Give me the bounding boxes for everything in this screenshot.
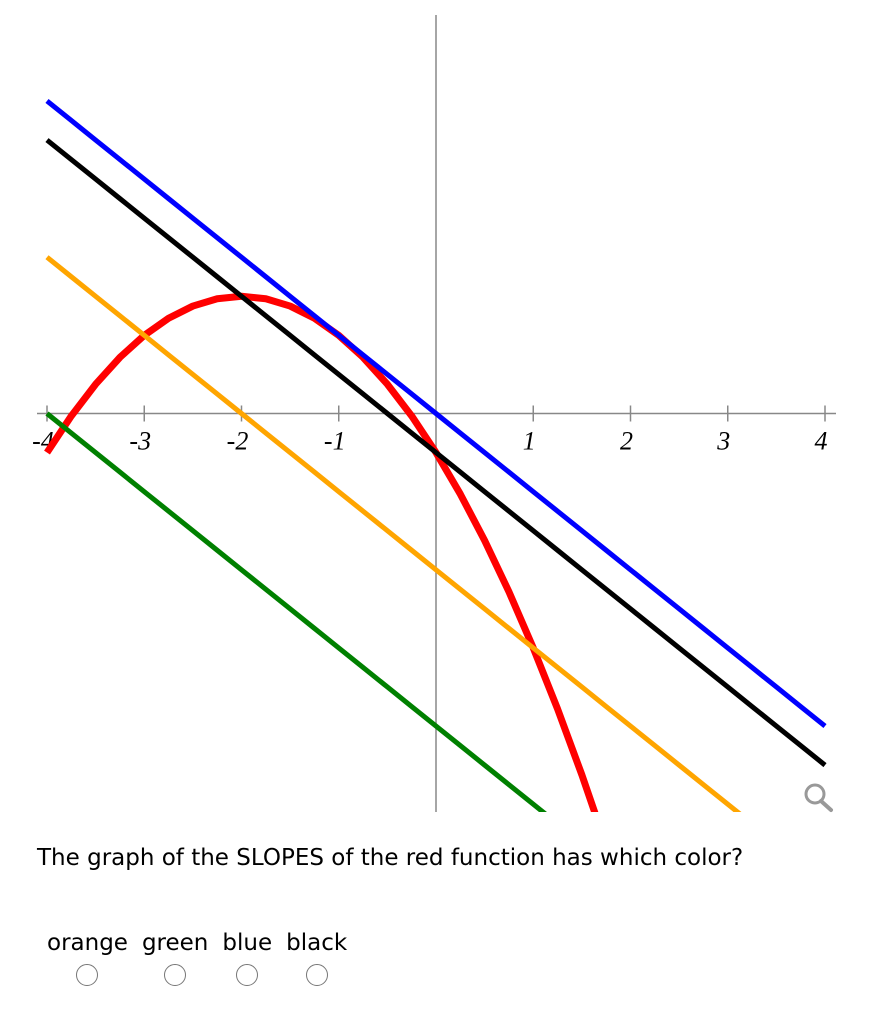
function-curve (45, 411, 547, 812)
option-label: blue (222, 930, 273, 956)
radio-button[interactable] (76, 964, 99, 986)
function-curve (44, 292, 599, 812)
radio-button[interactable] (164, 964, 187, 986)
option-label: black (286, 930, 348, 956)
x-tick-label: 2 (620, 427, 633, 456)
radio-button[interactable] (305, 964, 328, 986)
question-text: The graph of the SLOPES of the red funct… (37, 845, 744, 871)
function-curve (45, 255, 742, 812)
answer-option[interactable]: green (135, 930, 215, 986)
x-tick-label: 3 (716, 427, 730, 456)
radio-button[interactable] (236, 964, 259, 986)
x-tick-label: 4 (815, 427, 828, 456)
function-curve (45, 99, 827, 728)
answer-option[interactable]: blue (215, 930, 279, 986)
x-tick-label: 1 (523, 427, 536, 456)
option-label: green (141, 930, 209, 956)
x-tick-label: -3 (129, 427, 151, 456)
options: orange green blue black (40, 930, 354, 986)
answer-option[interactable]: black (279, 930, 354, 986)
function-curve (45, 138, 827, 768)
answer-option[interactable]: orange (40, 930, 135, 986)
x-tick-label: -2 (227, 427, 249, 456)
x-tick-label: -1 (324, 427, 346, 456)
graph: -4 -3 -2 -1 1 2 3 4 (32, 15, 836, 812)
option-label: orange (47, 930, 128, 956)
zoom-icon[interactable] (804, 783, 833, 812)
